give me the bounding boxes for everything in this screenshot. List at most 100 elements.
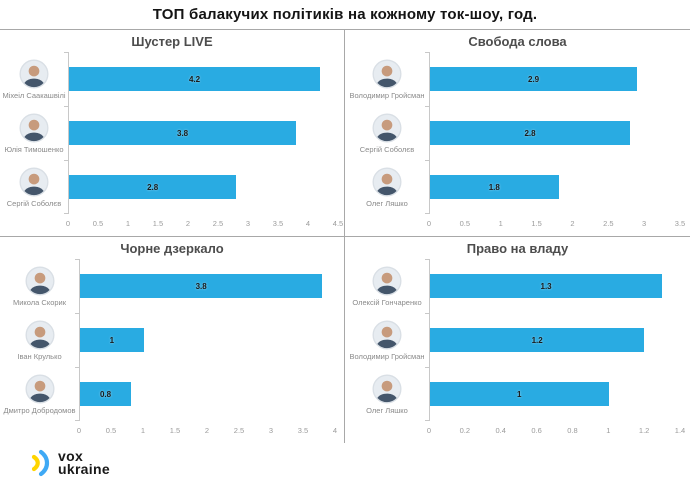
person-name: Сергій Соболєв [6, 198, 62, 208]
logo-text: vox ukraine [58, 447, 110, 477]
person-name: Дмитро Добродомов [3, 405, 76, 415]
vox-ukraine-logo: vox ukraine [28, 446, 110, 480]
axis-tick-label: 3 [245, 219, 251, 228]
bar-value-label: 3.8 [177, 128, 189, 138]
category-item: Міхеіл Саакашвілі [0, 52, 68, 106]
x-axis: 0 0.5 1 1.5 2 2.5 3 3.5 [427, 219, 685, 233]
axis-tick-label: 3 [268, 426, 274, 435]
logo-soundwave-icon [31, 449, 50, 476]
logo-text-line2: ukraine [58, 460, 110, 477]
category-item: Сергій Соболєв [345, 106, 429, 160]
axis-tick-label: 4 [305, 219, 311, 228]
axis-tick-mark [64, 106, 69, 107]
plot-column: 4.2 3.8 2.8 0 0.5 1 1.5 2 2.5 3 3.5 4 4.5 [64, 52, 344, 233]
category-labels-column: Міхеіл Саакашвілі Юлія Тимошенко Сергій … [0, 52, 68, 233]
bar-value-label: 3.8 [195, 281, 207, 291]
bar-value-label: 1.2 [531, 335, 543, 345]
bar-value-label: 1 [517, 389, 522, 399]
axis-tick-label: 0.8 [567, 426, 578, 435]
bar-row: 3.8 [80, 259, 335, 313]
bar: 3.8 [80, 274, 323, 298]
plot-area: 3.8 1 0.8 [75, 259, 335, 421]
person-name: Олег Ляшко [366, 405, 408, 415]
x-axis: 0 0.5 1 1.5 2 2.5 3 3.5 4 [76, 426, 338, 440]
person-avatar [372, 319, 402, 350]
axis-tick-label: 0.5 [105, 426, 117, 435]
axis-tick-label: 2.5 [603, 219, 614, 228]
person-name: Олег Ляшко [366, 198, 408, 208]
axis-tick-mark [64, 160, 69, 161]
person-name: Микола Скорик [12, 297, 67, 307]
axis-tick-label: 0.5 [459, 219, 471, 228]
bar-row: 1 [430, 367, 680, 421]
person-avatar [19, 58, 49, 89]
axis-tick-label: 1 [140, 426, 146, 435]
category-labels-column: Олексій Гончаренко Володимир Гройсман Ол… [345, 259, 429, 440]
charts-grid: Шустер LIVE Міхеіл Саакашвілі Юлія Тимош… [0, 29, 690, 443]
bar-row: 3.8 [69, 106, 338, 160]
person-avatar [19, 112, 49, 143]
footer: vox ukraine [0, 443, 690, 482]
category-item: Олег Ляшко [345, 160, 429, 214]
axis-tick-label: 1.2 [638, 426, 650, 435]
axis-tick-label: 0.4 [495, 426, 506, 435]
axis-tick-label: 0 [426, 426, 432, 435]
category-item: Володимир Гройсман [345, 313, 429, 367]
axis-tick-label: 1.5 [152, 219, 164, 228]
person-avatar [372, 58, 402, 89]
axis-tick-label: 2 [185, 219, 191, 228]
axis-tick-label: 3.5 [297, 426, 309, 435]
bar-row: 1 [80, 313, 335, 367]
bar-row: 0.8 [80, 367, 335, 421]
bar-row: 1.2 [430, 313, 680, 367]
bar-row: 1.3 [430, 259, 680, 313]
person-avatar [19, 166, 49, 197]
bar-value-label: 4.2 [188, 74, 201, 84]
plot-area: 2.9 2.8 1.8 [425, 52, 680, 214]
x-axis: 0 0.2 0.4 0.6 0.8 1 1.2 1.4 [426, 426, 685, 440]
category-item: Микола Скорик [0, 259, 79, 313]
axis-tick-label: 4.5 [332, 219, 344, 228]
bar: 3.8 [69, 121, 297, 145]
bar-row: 2.8 [69, 160, 338, 214]
bar-value-label: 2.8 [147, 182, 159, 192]
category-item: Володимир Гройсман [345, 52, 429, 106]
person-name: Іван Крулько [17, 351, 62, 361]
axis-tick-label: 0 [76, 426, 82, 435]
bar-value-label: 2.9 [528, 74, 540, 84]
person-name: Міхеіл Саакашвілі [2, 90, 66, 100]
plot-column: 1.3 1.2 1 0 0.2 0.4 0.6 0.8 1 1.2 1.4 [425, 259, 690, 440]
bar: 4.2 [69, 67, 321, 91]
chart-title: Право на владу [466, 241, 569, 256]
plot-area: 1.3 1.2 1 [425, 259, 680, 421]
chart-title: Чорне дзеркало [120, 241, 224, 256]
category-item: Юлія Тимошенко [0, 106, 68, 160]
axis-tick-label: 2 [570, 219, 575, 228]
axis-tick-label: 1.4 [674, 426, 686, 435]
axis-tick-mark [425, 213, 430, 214]
bar-value-label: 0.8 [99, 389, 112, 399]
axis-tick-mark [425, 367, 430, 368]
chart-title: Шустер LIVE [131, 34, 213, 49]
chart-svoboda-slova: Свобода слова Володимир Гройсман Сергій … [345, 30, 690, 237]
chart-body: Міхеіл Саакашвілі Юлія Тимошенко Сергій … [0, 52, 344, 233]
axis-tick-label: 1.5 [169, 426, 181, 435]
person-avatar [372, 166, 402, 197]
axis-tick-label: 4 [332, 426, 338, 435]
category-item: Дмитро Добродомов [0, 367, 79, 421]
axis-tick-mark [425, 420, 430, 421]
person-name: Сергій Соболєв [359, 144, 415, 154]
axis-tick-label: 2 [204, 426, 210, 435]
bar: 1 [430, 382, 609, 406]
bar-value-label: 2.8 [524, 128, 536, 138]
person-avatar [24, 373, 55, 404]
plot-column: 3.8 1 0.8 0 0.5 1 1.5 2 2.5 3 3.5 4 [75, 259, 344, 440]
person-name: Юлія Тимошенко [4, 144, 64, 154]
axis-tick-mark [75, 367, 80, 368]
chart-pravo-na-vladu: Право на владу Олексій Гончаренко Володи… [345, 237, 690, 443]
axis-tick-mark [75, 313, 80, 314]
axis-tick-label: 0 [65, 219, 71, 228]
person-name: Володимир Гройсман [349, 351, 425, 361]
logo-text-line1: vox [58, 447, 84, 464]
person-avatar [372, 112, 402, 143]
